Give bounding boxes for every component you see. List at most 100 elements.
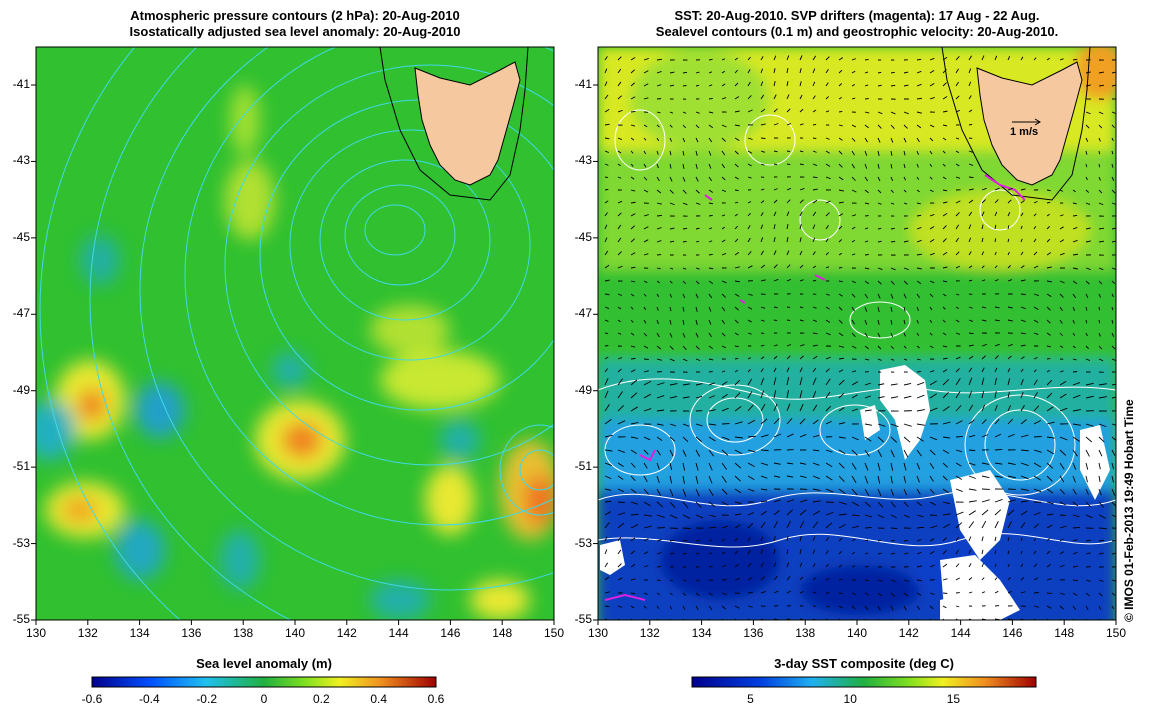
- velocity-arrow: [786, 562, 790, 568]
- velocity-arrow: [916, 226, 922, 230]
- velocity-arrow: [1007, 199, 1012, 204]
- velocity-arrow: [799, 250, 803, 256]
- velocity-arrow: [604, 449, 613, 452]
- velocity-arrow: [630, 436, 639, 439]
- velocity-arrow: [968, 367, 973, 373]
- velocity-arrow: [799, 377, 803, 386]
- velocity-arrow: [773, 163, 778, 166]
- velocity-arrow: [1098, 189, 1103, 194]
- velocity-arrow: [617, 357, 623, 360]
- velocity-arrow: [617, 488, 624, 492]
- velocity-arrow: [1085, 111, 1091, 115]
- velocity-arrow: [708, 227, 713, 230]
- velocity-arrow: [695, 240, 700, 243]
- velocity-arrow: [760, 418, 768, 425]
- velocity-arrow: [864, 332, 868, 338]
- velocity-arrow: [929, 96, 935, 100]
- velocity-arrow: [890, 449, 895, 458]
- velocity-arrow: [890, 306, 893, 312]
- velocity-arrow: [630, 345, 636, 348]
- velocity-arrow: [630, 406, 638, 412]
- velocity-arrow: [1033, 488, 1042, 493]
- velocity-arrow: [981, 509, 989, 516]
- velocity-arrow: [604, 212, 608, 217]
- velocity-arrow: [773, 403, 778, 412]
- velocity-arrow: [981, 187, 987, 191]
- velocity-arrow: [773, 278, 779, 282]
- velocity-arrow: [643, 319, 647, 324]
- velocity-arrow: [812, 390, 817, 399]
- velocity-arrow: [942, 69, 947, 74]
- velocity-arrow: [773, 150, 778, 153]
- velocity-arrow: [747, 56, 751, 61]
- velocity-arrow: [786, 278, 792, 282]
- velocity-arrow: [786, 536, 789, 542]
- velocity-arrow: [903, 395, 912, 399]
- velocity-arrow: [630, 550, 635, 555]
- velocity-arrow: [955, 511, 964, 516]
- velocity-arrow: [1033, 226, 1037, 230]
- velocity-arrow: [929, 306, 933, 311]
- velocity-arrow: [682, 176, 686, 182]
- velocity-arrow: [734, 266, 740, 269]
- velocity-arrow: [1033, 449, 1042, 453]
- velocity-arrow: [864, 319, 868, 325]
- velocity-arrow: [955, 293, 960, 296]
- velocity-arrow: [1046, 406, 1054, 412]
- velocity-arrow: [630, 57, 636, 61]
- velocity-arrow: [1007, 225, 1010, 230]
- credit-text: © IMOS 01-Feb-2013 19:49 Hobart Time: [1122, 399, 1136, 622]
- velocity-arrow: [890, 150, 893, 156]
- velocity-arrow: [1072, 501, 1079, 507]
- velocity-arrow: [617, 405, 624, 412]
- velocity-arrow: [682, 111, 687, 114]
- left-x-tick-10: 150: [544, 626, 565, 640]
- velocity-arrow: [786, 576, 791, 581]
- velocity-arrow: [721, 393, 728, 399]
- velocity-arrow: [825, 110, 830, 113]
- velocity-arrow: [994, 367, 998, 373]
- velocity-arrow: [942, 462, 948, 468]
- velocity-arrow: [1007, 433, 1015, 438]
- velocity-arrow: [799, 123, 804, 126]
- velocity-arrow: [630, 150, 634, 154]
- velocity-arrow: [630, 69, 636, 74]
- velocity-arrow: [1072, 226, 1078, 230]
- velocity-arrow: [968, 319, 974, 322]
- velocity-arrow: [968, 251, 972, 256]
- left-y-tick-4: -49: [12, 382, 30, 397]
- velocity-arrow: [708, 253, 713, 256]
- velocity-arrow: [773, 68, 776, 74]
- velocity-arrow: [1072, 382, 1081, 386]
- velocity-arrow: [786, 499, 794, 503]
- velocity-arrow: [864, 306, 868, 312]
- velocity-arrow: [656, 539, 662, 542]
- velocity-arrow: [838, 462, 845, 469]
- velocity-arrow: [799, 562, 803, 568]
- velocity-arrow: [929, 436, 938, 441]
- velocity-arrow: [864, 280, 869, 285]
- velocity-arrow: [734, 345, 739, 348]
- velocity-arrow: [695, 189, 700, 194]
- velocity-arrow: [630, 319, 634, 323]
- velocity-arrow: [838, 436, 846, 439]
- velocity-arrow: [656, 592, 660, 596]
- velocity-arrow: [1020, 212, 1024, 217]
- sst-colorbar-title: 3-day SST composite (deg C): [774, 656, 954, 671]
- velocity-arrow: [929, 319, 933, 323]
- velocity-arrow: [903, 293, 907, 299]
- velocity-arrow: [1046, 380, 1053, 386]
- velocity-arrow: [656, 319, 659, 325]
- velocity-arrow: [760, 510, 767, 516]
- velocity-arrow: [604, 81, 608, 87]
- velocity-arrow: [604, 511, 612, 516]
- velocity-arrow: [708, 267, 714, 270]
- velocity-arrow: [669, 150, 672, 156]
- velocity-arrow: [968, 176, 974, 179]
- velocity-arrow: [604, 319, 609, 322]
- velocity-arrow: [890, 227, 895, 230]
- velocity-arrow: [708, 150, 712, 156]
- velocity-arrow: [929, 592, 935, 595]
- velocity-arrow: [734, 189, 739, 192]
